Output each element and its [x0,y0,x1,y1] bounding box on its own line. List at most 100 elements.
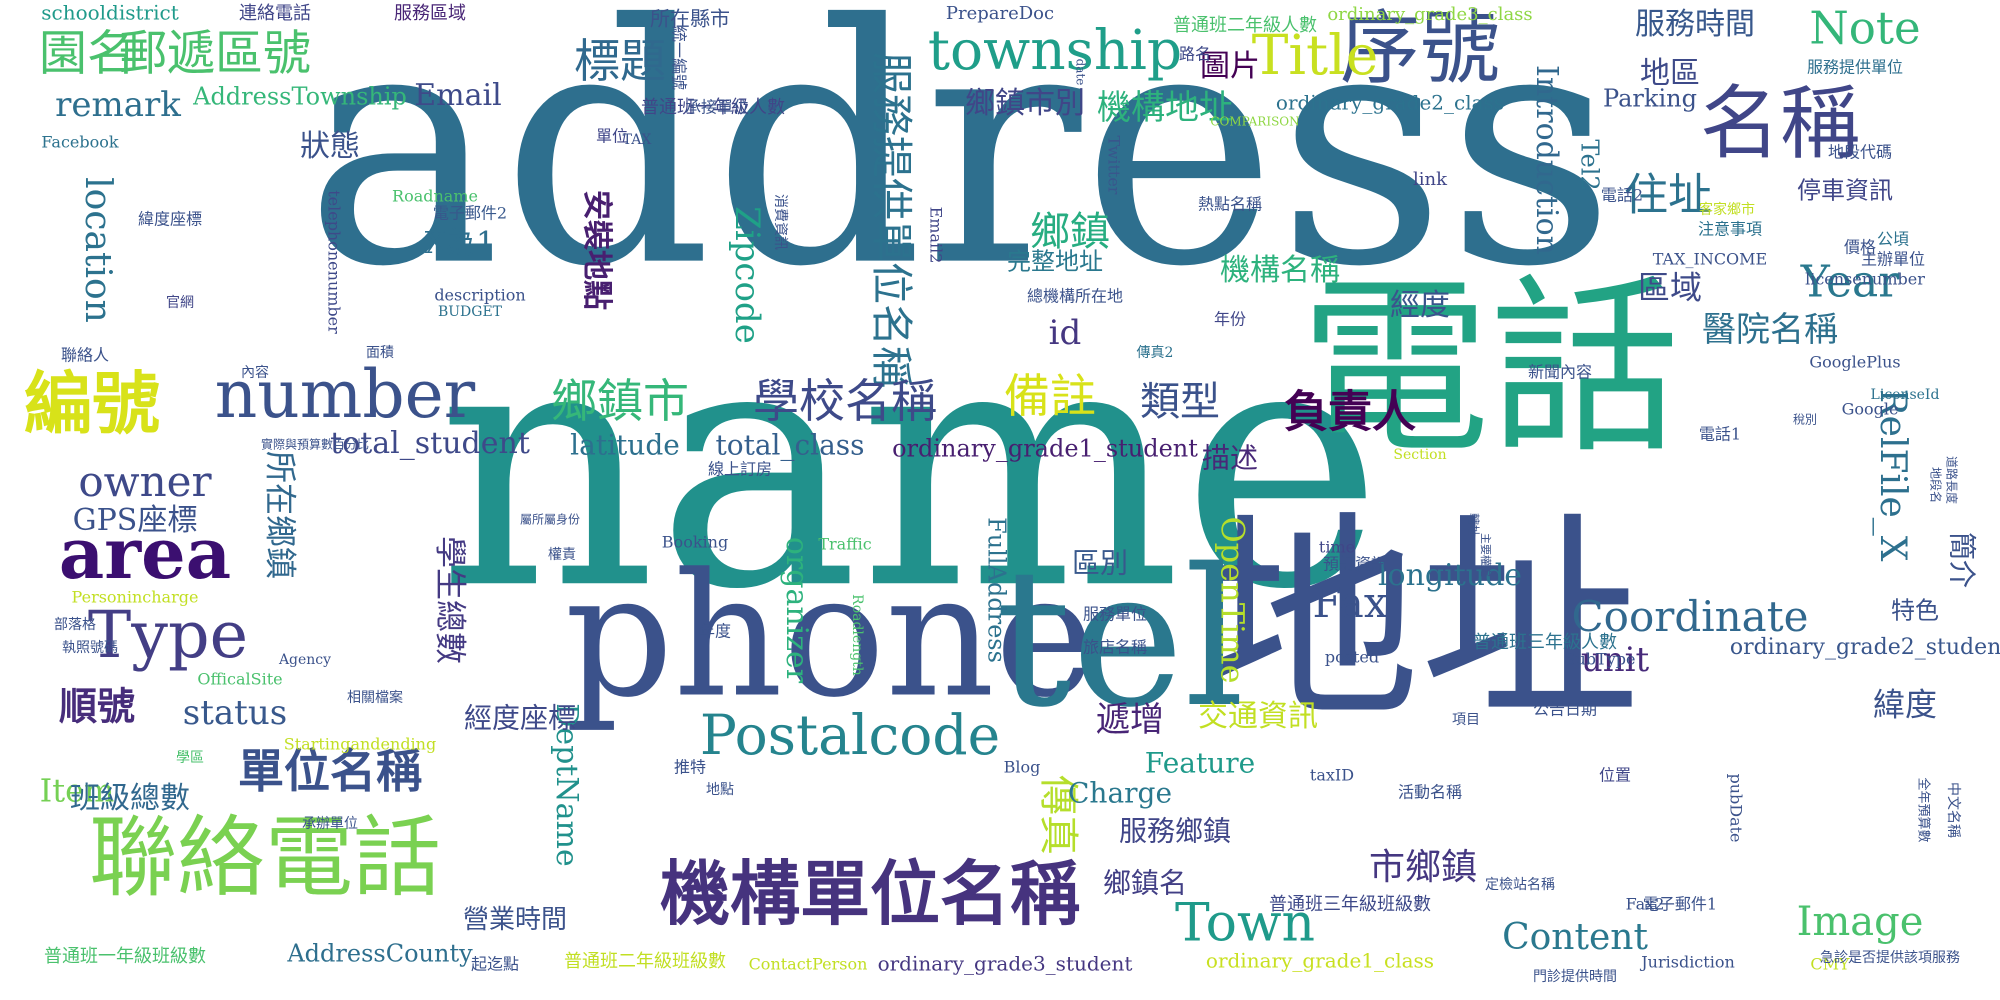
word-tel: tel [995,528,1245,749]
word-ordinary-grade3-student: ordinary_grade3_student [878,952,1133,976]
word-cjk-197: 屬所屬身份 [520,512,580,527]
word-cjk-186: 門診提供時間 [1533,969,1617,985]
word-cjk-102: 普通班三年級人數 [1473,632,1617,653]
word-googleplus: GooglePlus [1809,353,1900,372]
word-cjk-140: 官網 [166,295,194,311]
word-cjk-60: 住址 [1624,170,1712,221]
word-feature: Feature [1145,747,1255,780]
word-cjk-113: 承接單位 [685,98,749,117]
word-startingandending: Startingandending [284,735,436,754]
word-item: Item [40,772,115,810]
word-budget: BUDGET [438,304,503,320]
word-cjk-176: 相關檔案 [347,689,403,706]
word-addresstownship: AddressTownship [192,83,407,111]
word-cjk-15: 園名 [39,26,135,82]
word-cjk-130: 消費資訊 [772,194,788,250]
word-licenseid: LicenseId [1871,387,1940,403]
word-posted: posted [1325,648,1379,667]
word-cjk-27: 編號 [24,365,160,445]
word-charge: Charge [1068,777,1172,810]
word-ordinary-grade2-class: ordinary_grade2_class [1276,91,1504,115]
word-cjk-6: 序號 [1340,2,1500,95]
word-taxid: taxID [1310,766,1354,785]
word-section: Section [1393,447,1446,463]
word-cjk-9: 機構單位名稱 [660,852,1080,935]
word-ordinary-grade2-student: ordinary_grade2_student [1730,635,2000,660]
word-introduction: Introduction [1529,65,1564,255]
word-cjk-77: 特色 [1891,597,1939,625]
word-description: description [434,286,525,305]
word-2: 電子郵件2 [433,204,507,223]
word-cjk-143: 面積 [366,345,394,361]
word-year: Year [1800,257,1900,308]
word-cjk-162: 位置 [1599,766,1631,785]
word-cjk-132: 總機構所在地 [1027,287,1123,306]
word-content: Content [1502,917,1648,958]
word-cjk-195: 權責 [548,547,576,563]
word-cjk-63: 醫院名稱 [1702,310,1838,350]
word-cjk-139: 公頃 [1877,230,1909,249]
word-telephonenumber: telephonenumber [325,190,344,334]
word-cjk-179: 承辦單位 [302,816,358,832]
word-cjk-38: 班級總數 [70,781,190,816]
word-cjk-68: 描述 [1202,442,1258,475]
word-roadlength: Roadlength [849,594,865,676]
word-relfile-x: RelFile_X [1872,389,1913,562]
word-preparedoc: PrepareDoc [946,3,1054,24]
word-cjk-111: 路名 [1179,45,1211,64]
word-cjk-188: 急診是否提供該項服務 [1820,950,1960,966]
word-cjk-137: 主辦單位 [1861,250,1925,269]
word-id: id [1049,313,1082,353]
word-tax-income: TAX_INCOME [1653,250,1767,269]
word-booking: Booking [662,533,728,552]
word-ordinary-grade3-class: ordinary_grade3_class [1327,4,1532,25]
word-cjk-19: 機構地址 [1097,88,1233,128]
word-ordinary-grade1-class: ordinary_grade1_class [1206,949,1434,973]
word-cjk-41: 傳真 [1035,775,1081,855]
word-unit: unit [1581,640,1650,680]
word-cjk-20: 鄉鎮市別 [965,86,1085,121]
word-cjk-142: 內容 [241,364,269,381]
word-cjk-35: 順號 [59,684,135,729]
word-cjk-83: 鄉鎮名 [1103,867,1187,900]
word-agency: Agency [278,652,331,668]
word-pubdate: pubDate [1727,773,1746,842]
word-personincharge: Personincharge [72,588,199,607]
word-cjk-110: 統一編號 [670,26,689,90]
word-cjk-85: 營業時間 [463,905,567,935]
word-cjk-33: 所在鄉鎮 [262,451,300,579]
word-google: Google [1842,400,1899,419]
word-addresscounty: AddressCounty [286,940,473,968]
word-address: address [305,0,1616,339]
word-cjk-105: 所在縣市 [650,7,730,31]
word-cjk-42: 學校名稱 [753,374,937,428]
word-gps: GPS座標 [73,503,198,538]
word-cjk-57: 機構名稱 [1220,253,1340,288]
word-cjk-21: 服務提供單位名稱 [867,52,916,388]
word-officalsite: OfficalSite [197,670,282,689]
word-cjk-46: 負責人 [1284,387,1416,438]
word-cjk-164: 活動名稱 [1398,783,1462,802]
word-cjk-39: 單位名稱 [238,744,422,798]
word-comparison: COMPARISON [1210,115,1299,129]
word-cjk-61: 區域 [1638,269,1702,307]
word-contactperson: ContactPerson [749,955,868,974]
word-jurisdiction: Jurisdiction [1639,953,1735,972]
word-cjk-17: 標題 [574,34,666,88]
word-cjk-192: 道路長度 [1945,456,1960,504]
word-cjk-18: 圖片 [1200,49,1260,84]
word-longitude: longitude [1378,558,1522,593]
word-town: Town [1175,894,1315,954]
word-cjk-123: 熱點名稱 [1198,195,1262,214]
word-time: time [1319,538,1355,557]
word-image: Image [1797,899,1924,945]
word-remark: remark [55,85,181,125]
word-cjk-30: 狀態 [300,129,360,164]
word-cjk-160: 公告日期 [1533,700,1597,719]
word-email2: Email2 [927,207,946,264]
word-cjk-108: 服務區域 [394,3,466,24]
word-cjk-52: 安裝地點 [579,190,614,310]
word-cjk-117: 地段代碼 [1828,143,1892,162]
word-type: Type [88,598,248,673]
word-cjk-79: 遞增 [1096,700,1164,740]
